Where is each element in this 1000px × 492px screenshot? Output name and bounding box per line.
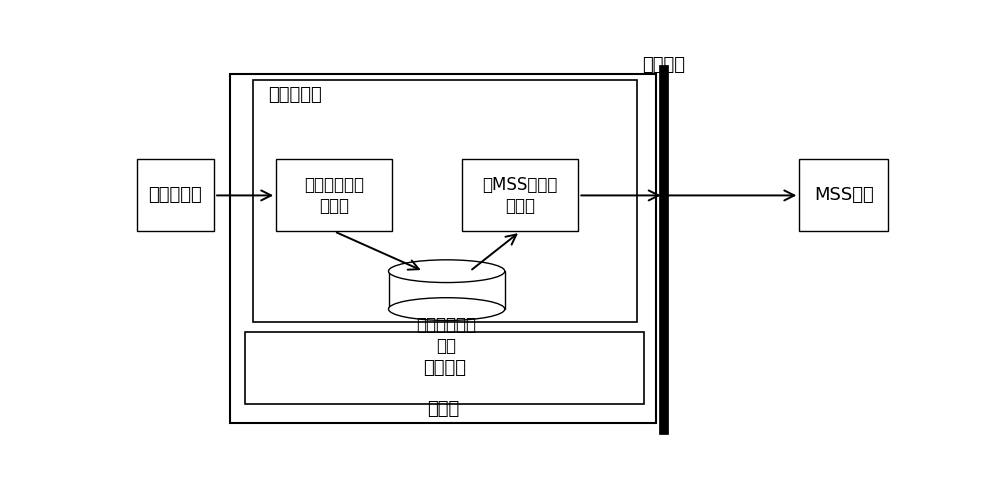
Text: 联锁监测机: 联锁监测机 — [268, 86, 322, 104]
Bar — [230, 74, 656, 423]
Text: MSS系统: MSS系统 — [814, 186, 874, 204]
Text: 操作系统: 操作系统 — [423, 359, 466, 377]
Bar — [253, 80, 637, 322]
Bar — [276, 159, 392, 231]
Bar — [137, 159, 214, 231]
Text: 工控机: 工控机 — [427, 400, 459, 419]
Ellipse shape — [388, 298, 505, 320]
Text: 本地共享内存
区域: 本地共享内存 区域 — [417, 316, 477, 355]
Text: 与MSS系统通
信模块: 与MSS系统通 信模块 — [483, 176, 558, 215]
Bar — [799, 159, 888, 231]
Bar — [245, 332, 644, 404]
Bar — [388, 271, 505, 309]
Bar — [462, 159, 578, 231]
Text: 接口分界: 接口分界 — [642, 56, 685, 74]
Text: 联锁逻辑部: 联锁逻辑部 — [148, 186, 202, 204]
Ellipse shape — [388, 260, 505, 282]
Text: 与联锁主机通
信模块: 与联锁主机通 信模块 — [304, 176, 364, 215]
